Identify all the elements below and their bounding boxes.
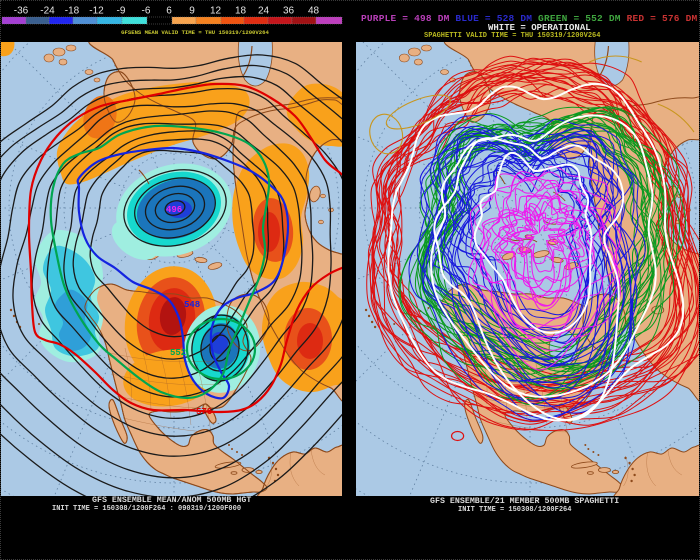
svg-text:-36: -36 [14, 6, 29, 17]
svg-text:48: 48 [308, 6, 320, 17]
svg-text:6: 6 [166, 6, 172, 17]
svg-text:-9: -9 [117, 6, 126, 17]
svg-text:36: 36 [283, 6, 295, 17]
svg-text:12: 12 [210, 6, 222, 17]
svg-text:9: 9 [189, 6, 195, 17]
svg-text:-24: -24 [40, 6, 55, 17]
svg-text:-18: -18 [65, 6, 80, 17]
svg-text:552: 552 [170, 348, 186, 358]
svg-text:548: 548 [184, 300, 200, 310]
svg-text:496: 496 [166, 205, 182, 215]
svg-text:24: 24 [258, 6, 270, 17]
svg-text:-12: -12 [89, 6, 104, 17]
svg-text:576: 576 [196, 407, 212, 417]
svg-text:-6: -6 [142, 6, 151, 17]
svg-text:18: 18 [235, 6, 247, 17]
